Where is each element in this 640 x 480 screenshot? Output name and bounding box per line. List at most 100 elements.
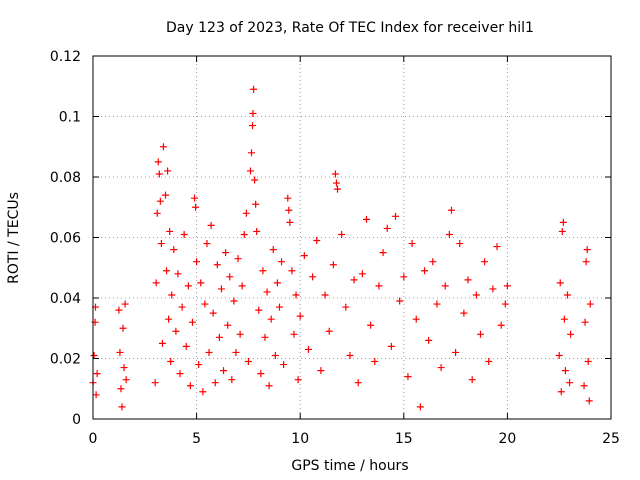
data-point (263, 288, 271, 296)
data-point (452, 348, 460, 356)
data-point (560, 315, 568, 323)
data-point (201, 300, 209, 308)
data-point (476, 330, 484, 338)
data-point (404, 373, 412, 381)
data-point (445, 230, 453, 238)
data-point (184, 282, 192, 290)
data-point (226, 273, 234, 281)
data-point (563, 291, 571, 299)
data-point (121, 300, 129, 308)
data-point (429, 258, 437, 266)
data-point (300, 252, 308, 260)
data-point (151, 379, 159, 387)
data-point (249, 122, 257, 130)
data-point (162, 191, 170, 199)
data-point (408, 240, 416, 248)
data-point (257, 370, 265, 378)
data-point (584, 358, 592, 366)
data-point (180, 230, 188, 238)
data-point (154, 158, 162, 166)
data-point (437, 364, 445, 372)
data-point (275, 303, 283, 311)
data-point (197, 279, 205, 287)
y-tick-label: 0.08 (50, 170, 81, 186)
data-point (152, 279, 160, 287)
data-point (412, 315, 420, 323)
data-point (248, 149, 256, 157)
data-point (556, 279, 564, 287)
data-point (585, 397, 593, 405)
data-point (188, 318, 196, 326)
data-point (501, 300, 509, 308)
data-point (278, 258, 286, 266)
data-point (228, 376, 236, 384)
data-point (251, 176, 259, 184)
y-tick-label: 0.1 (59, 110, 81, 126)
data-point (159, 143, 167, 151)
data-point (379, 249, 387, 257)
data-point (447, 206, 455, 214)
data-point (269, 246, 277, 254)
data-point (166, 227, 174, 235)
data-point (367, 321, 375, 329)
data-point (284, 194, 292, 202)
grid-layer (93, 56, 611, 419)
data-point (182, 342, 190, 350)
data-point (342, 303, 350, 311)
data-point (290, 330, 298, 338)
data-point (557, 388, 565, 396)
data-point (199, 388, 207, 396)
data-point (116, 348, 124, 356)
data-point (217, 285, 225, 293)
data-point (558, 227, 566, 235)
y-tick-label: 0.04 (50, 291, 81, 307)
data-point (292, 291, 300, 299)
data-point (253, 227, 261, 235)
data-point (559, 218, 567, 226)
data-point (93, 370, 101, 378)
data-point (332, 179, 340, 187)
data-point (192, 203, 200, 211)
data-point (158, 339, 166, 347)
data-point (259, 267, 267, 275)
data-point (193, 258, 201, 266)
data-point (252, 200, 260, 208)
data-point (222, 249, 230, 257)
data-point (586, 300, 594, 308)
data-point (285, 206, 293, 214)
data-point (346, 351, 354, 359)
data-point (338, 230, 346, 238)
data-point (280, 361, 288, 369)
data-point (271, 351, 279, 359)
data-point (416, 403, 424, 411)
data-point (213, 261, 221, 269)
data-point (117, 385, 125, 393)
data-point (120, 364, 128, 372)
data-point (178, 303, 186, 311)
data-point (250, 85, 258, 93)
data-point (333, 185, 341, 193)
data-point (220, 367, 228, 375)
data-point (119, 324, 127, 332)
data-point (153, 209, 161, 217)
data-point (581, 318, 589, 326)
data-point (358, 270, 366, 278)
data-point (215, 333, 223, 341)
data-point (567, 330, 575, 338)
data-point (481, 258, 489, 266)
data-point (325, 327, 333, 335)
x-tick-label: 0 (89, 431, 98, 447)
data-point (261, 333, 269, 341)
data-point (375, 282, 383, 290)
data-point (493, 243, 501, 251)
data-point (460, 309, 468, 317)
data-point (207, 221, 215, 229)
data-point (425, 336, 433, 344)
points-layer (89, 85, 594, 411)
data-point (165, 315, 173, 323)
y-tick-label: 0.02 (50, 352, 81, 368)
data-point (580, 382, 588, 390)
data-point (441, 282, 449, 290)
data-point (255, 306, 263, 314)
